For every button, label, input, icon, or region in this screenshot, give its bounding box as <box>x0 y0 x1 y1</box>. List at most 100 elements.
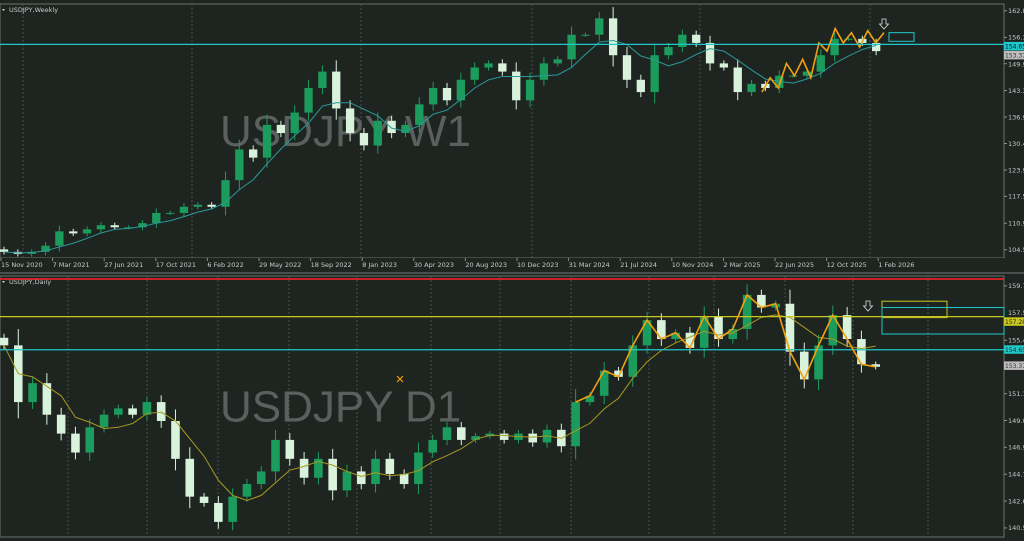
candle <box>844 38 853 40</box>
candle <box>387 120 396 134</box>
price-tag-label: 157.28 <box>1005 319 1024 326</box>
down-arrow-icon <box>862 300 874 312</box>
candle <box>41 245 50 252</box>
candle <box>385 458 395 474</box>
candle <box>55 231 64 246</box>
candle <box>539 63 549 80</box>
y-tick-label: 130.45 <box>1008 140 1024 148</box>
candle <box>685 332 695 348</box>
candle <box>485 433 495 437</box>
candle <box>199 496 209 503</box>
y-tick-label: 117.53 <box>1008 193 1024 201</box>
price-tag-label: 153.37 <box>1005 363 1024 370</box>
candle <box>788 75 798 77</box>
candle <box>678 34 687 48</box>
watermark: USDJPY D1 <box>220 383 461 432</box>
candle <box>235 149 244 181</box>
candle <box>657 320 666 340</box>
candle <box>193 204 202 207</box>
candle <box>179 206 189 213</box>
panel-label: USDJPY,Weekly <box>9 6 58 14</box>
candle <box>156 402 166 421</box>
x-tick-label: 7 Mar 2021 <box>53 261 90 269</box>
candle <box>699 316 709 348</box>
triangle-icon <box>2 281 5 283</box>
candle <box>628 345 638 377</box>
candle <box>69 231 78 234</box>
x-tick-label: 22 Jun 2025 <box>775 261 814 269</box>
candle <box>457 427 466 440</box>
candle <box>228 496 237 522</box>
x-tick-label: 17 Oct 2021 <box>156 261 196 269</box>
candle <box>249 149 258 158</box>
candle <box>276 124 286 134</box>
panel-label: USDJPY,Daily <box>9 278 51 286</box>
weekly-panel[interactable]: USDJPY W1 USDJPY,Weekly 162.85 156.35 154.65… <box>0 3 1024 259</box>
candle <box>373 120 382 146</box>
candle <box>359 133 369 146</box>
y-tick-label: 149.04 <box>1008 417 1024 425</box>
candle <box>650 55 659 93</box>
candle <box>871 364 880 367</box>
candle <box>28 383 37 403</box>
x-tick-label: 2 Mar 2025 <box>723 261 760 269</box>
candle <box>152 212 161 224</box>
candle <box>314 458 323 478</box>
candle <box>622 55 632 80</box>
candle <box>642 320 652 346</box>
candle <box>728 328 738 340</box>
y-tick-label: 162.85 <box>1008 7 1024 15</box>
candle <box>318 71 327 88</box>
daily-panel[interactable]: USDJPY D1 USDJPY,Daily 159.72 157.58 157.28 1… <box>0 275 1024 538</box>
y-tick-label: 159.72 <box>1008 282 1024 290</box>
candle <box>0 249 9 252</box>
candle <box>414 452 423 485</box>
candle <box>99 414 109 428</box>
candle <box>299 458 309 478</box>
down-arrow-icon <box>878 18 890 30</box>
candle <box>742 294 752 329</box>
price-tag <box>1004 50 1024 60</box>
x-tick-label: 31 Mar 2024 <box>569 261 610 269</box>
x-tick-label: 27 Jun 2021 <box>104 261 143 269</box>
candle <box>171 421 180 459</box>
candle <box>608 18 618 56</box>
candle <box>512 71 521 101</box>
price-tag <box>1004 41 1024 51</box>
candle <box>165 212 175 214</box>
candle <box>830 38 839 56</box>
y-tick-label: 123.95 <box>1008 166 1024 174</box>
candle <box>428 439 437 453</box>
candle <box>525 79 535 101</box>
price-tag <box>1004 345 1024 354</box>
candle <box>733 67 742 93</box>
candle <box>290 112 299 134</box>
candle <box>399 473 409 485</box>
y-tick-label: 149.93 <box>1008 61 1024 69</box>
x-tick-label: 15 Nov 2020 <box>1 261 43 269</box>
x-tick-label: 12 Oct 2025 <box>827 261 867 269</box>
candle <box>271 439 280 472</box>
candle <box>142 402 152 415</box>
y-tick-label: 144.78 <box>1008 471 1024 479</box>
candle <box>345 108 355 134</box>
candle <box>82 229 92 234</box>
y-tick-label: 136.91 <box>1008 113 1024 121</box>
candle <box>571 402 580 447</box>
candle <box>442 427 452 440</box>
candle <box>714 316 723 340</box>
candle <box>857 339 866 365</box>
candle <box>828 315 838 346</box>
candle <box>285 439 295 459</box>
candle <box>553 59 562 64</box>
y-tick-label: 146.91 <box>1008 444 1024 452</box>
candle <box>138 223 147 228</box>
candle <box>221 180 230 207</box>
candle <box>581 34 590 36</box>
candle <box>442 87 452 101</box>
candle <box>872 42 881 52</box>
candle <box>802 71 812 76</box>
candle <box>636 79 645 93</box>
candle <box>484 63 493 68</box>
